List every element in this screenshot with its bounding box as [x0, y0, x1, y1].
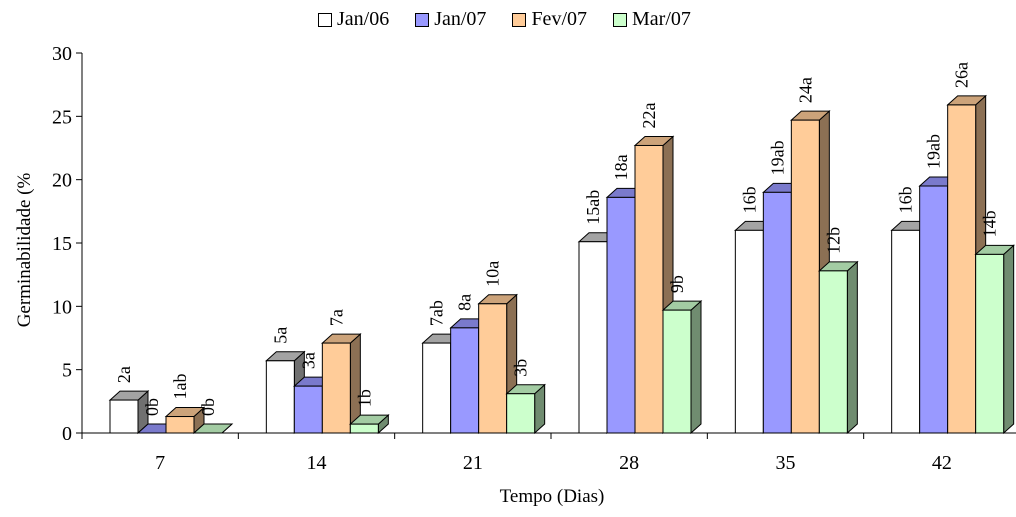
data-label: 7ab — [427, 300, 447, 326]
bar-side — [1003, 244, 1015, 435]
x-tick-label: 21 — [463, 452, 483, 474]
data-label: 24a — [795, 77, 815, 103]
legend-swatch-jan06 — [318, 12, 332, 27]
x-tick-label: 7 — [155, 452, 165, 474]
bar-jan07 — [293, 385, 323, 434]
legend-swatch-jan07 — [415, 12, 430, 27]
legend-swatch-fev07 — [512, 12, 527, 27]
data-label: 7a — [326, 309, 346, 326]
data-label: 26a — [952, 62, 972, 88]
data-label: 12b — [823, 227, 843, 254]
legend-label-mar07: Mar/07 — [632, 8, 691, 30]
data-label: 1b — [354, 389, 374, 407]
bar-side — [846, 260, 858, 435]
bar-fev07 — [478, 303, 508, 434]
data-label: 10a — [483, 261, 503, 287]
data-label: 9b — [667, 275, 687, 293]
bar-jan06 — [109, 399, 139, 434]
data-label: 16b — [739, 186, 759, 213]
bar-mar07 — [349, 423, 379, 434]
bar-jan07 — [450, 327, 480, 434]
legend-label-jan06: Jan/06 — [337, 8, 390, 30]
legend-label-jan07: Jan/07 — [434, 8, 487, 30]
bar-mar07 — [818, 270, 848, 434]
y-axis-title: Germinabilidade (% — [14, 172, 35, 328]
bar-mar07 — [662, 309, 692, 434]
y-tick-label: 20 — [52, 170, 72, 192]
bar-fev07 — [790, 119, 820, 434]
bar-fev07 — [321, 342, 351, 434]
x-tick-label: 14 — [307, 452, 327, 474]
data-label: 14b — [980, 210, 1000, 237]
legend-item-mar07: Mar/07 — [613, 8, 691, 31]
bar-jan06 — [422, 342, 452, 434]
data-label: 3b — [511, 359, 531, 377]
y-tick-label: 30 — [52, 43, 72, 65]
y-tick-label: 0 — [62, 423, 72, 445]
data-label: 0b — [142, 398, 162, 416]
bar-jan07 — [919, 185, 949, 434]
data-label: 15ab — [583, 190, 603, 225]
bar-jan07 — [762, 191, 792, 434]
bar-top — [192, 423, 234, 434]
y-tick-label: 25 — [52, 106, 72, 128]
data-label: 1ab — [170, 374, 190, 400]
bar-jan06 — [578, 241, 608, 434]
data-label: 3a — [298, 352, 318, 369]
x-tick-label: 35 — [776, 452, 796, 474]
legend: Jan/06 Jan/07 Fev/07 Mar/07 — [318, 8, 691, 31]
legend-item-fev07: Fev/07 — [512, 8, 587, 31]
legend-label-fev07: Fev/07 — [531, 8, 587, 30]
data-label: 19ab — [767, 140, 787, 175]
x-tick-label: 28 — [619, 452, 639, 474]
legend-item-jan07: Jan/07 — [415, 8, 486, 31]
data-label: 0b — [198, 398, 218, 416]
bar-mar07 — [506, 393, 536, 434]
x-tick-label: 42 — [932, 452, 952, 474]
bar-jan06 — [734, 229, 764, 434]
bar-fev07 — [165, 416, 195, 434]
bar-jan06 — [891, 229, 921, 434]
data-label: 2a — [114, 366, 134, 383]
bar-jan06 — [265, 360, 295, 434]
legend-item-jan06: Jan/06 — [318, 8, 389, 31]
legend-swatch-mar07 — [613, 12, 627, 27]
y-tick-label: 10 — [52, 296, 72, 318]
bar-fev07 — [947, 104, 977, 434]
data-label: 22a — [639, 102, 659, 128]
y-tick-label: 5 — [62, 360, 72, 382]
data-label: 16b — [896, 186, 916, 213]
bar-jan07 — [606, 196, 636, 434]
bar-mar07 — [975, 253, 1005, 434]
bar-side — [690, 300, 702, 435]
y-tick-label: 15 — [52, 233, 72, 255]
x-axis-title: Tempo (Dias) — [499, 486, 605, 507]
data-label: 19ab — [924, 134, 944, 169]
data-label: 18a — [611, 154, 631, 180]
bar-fev07 — [634, 144, 664, 434]
data-label: 8a — [455, 294, 475, 311]
data-label: 5a — [270, 327, 290, 344]
